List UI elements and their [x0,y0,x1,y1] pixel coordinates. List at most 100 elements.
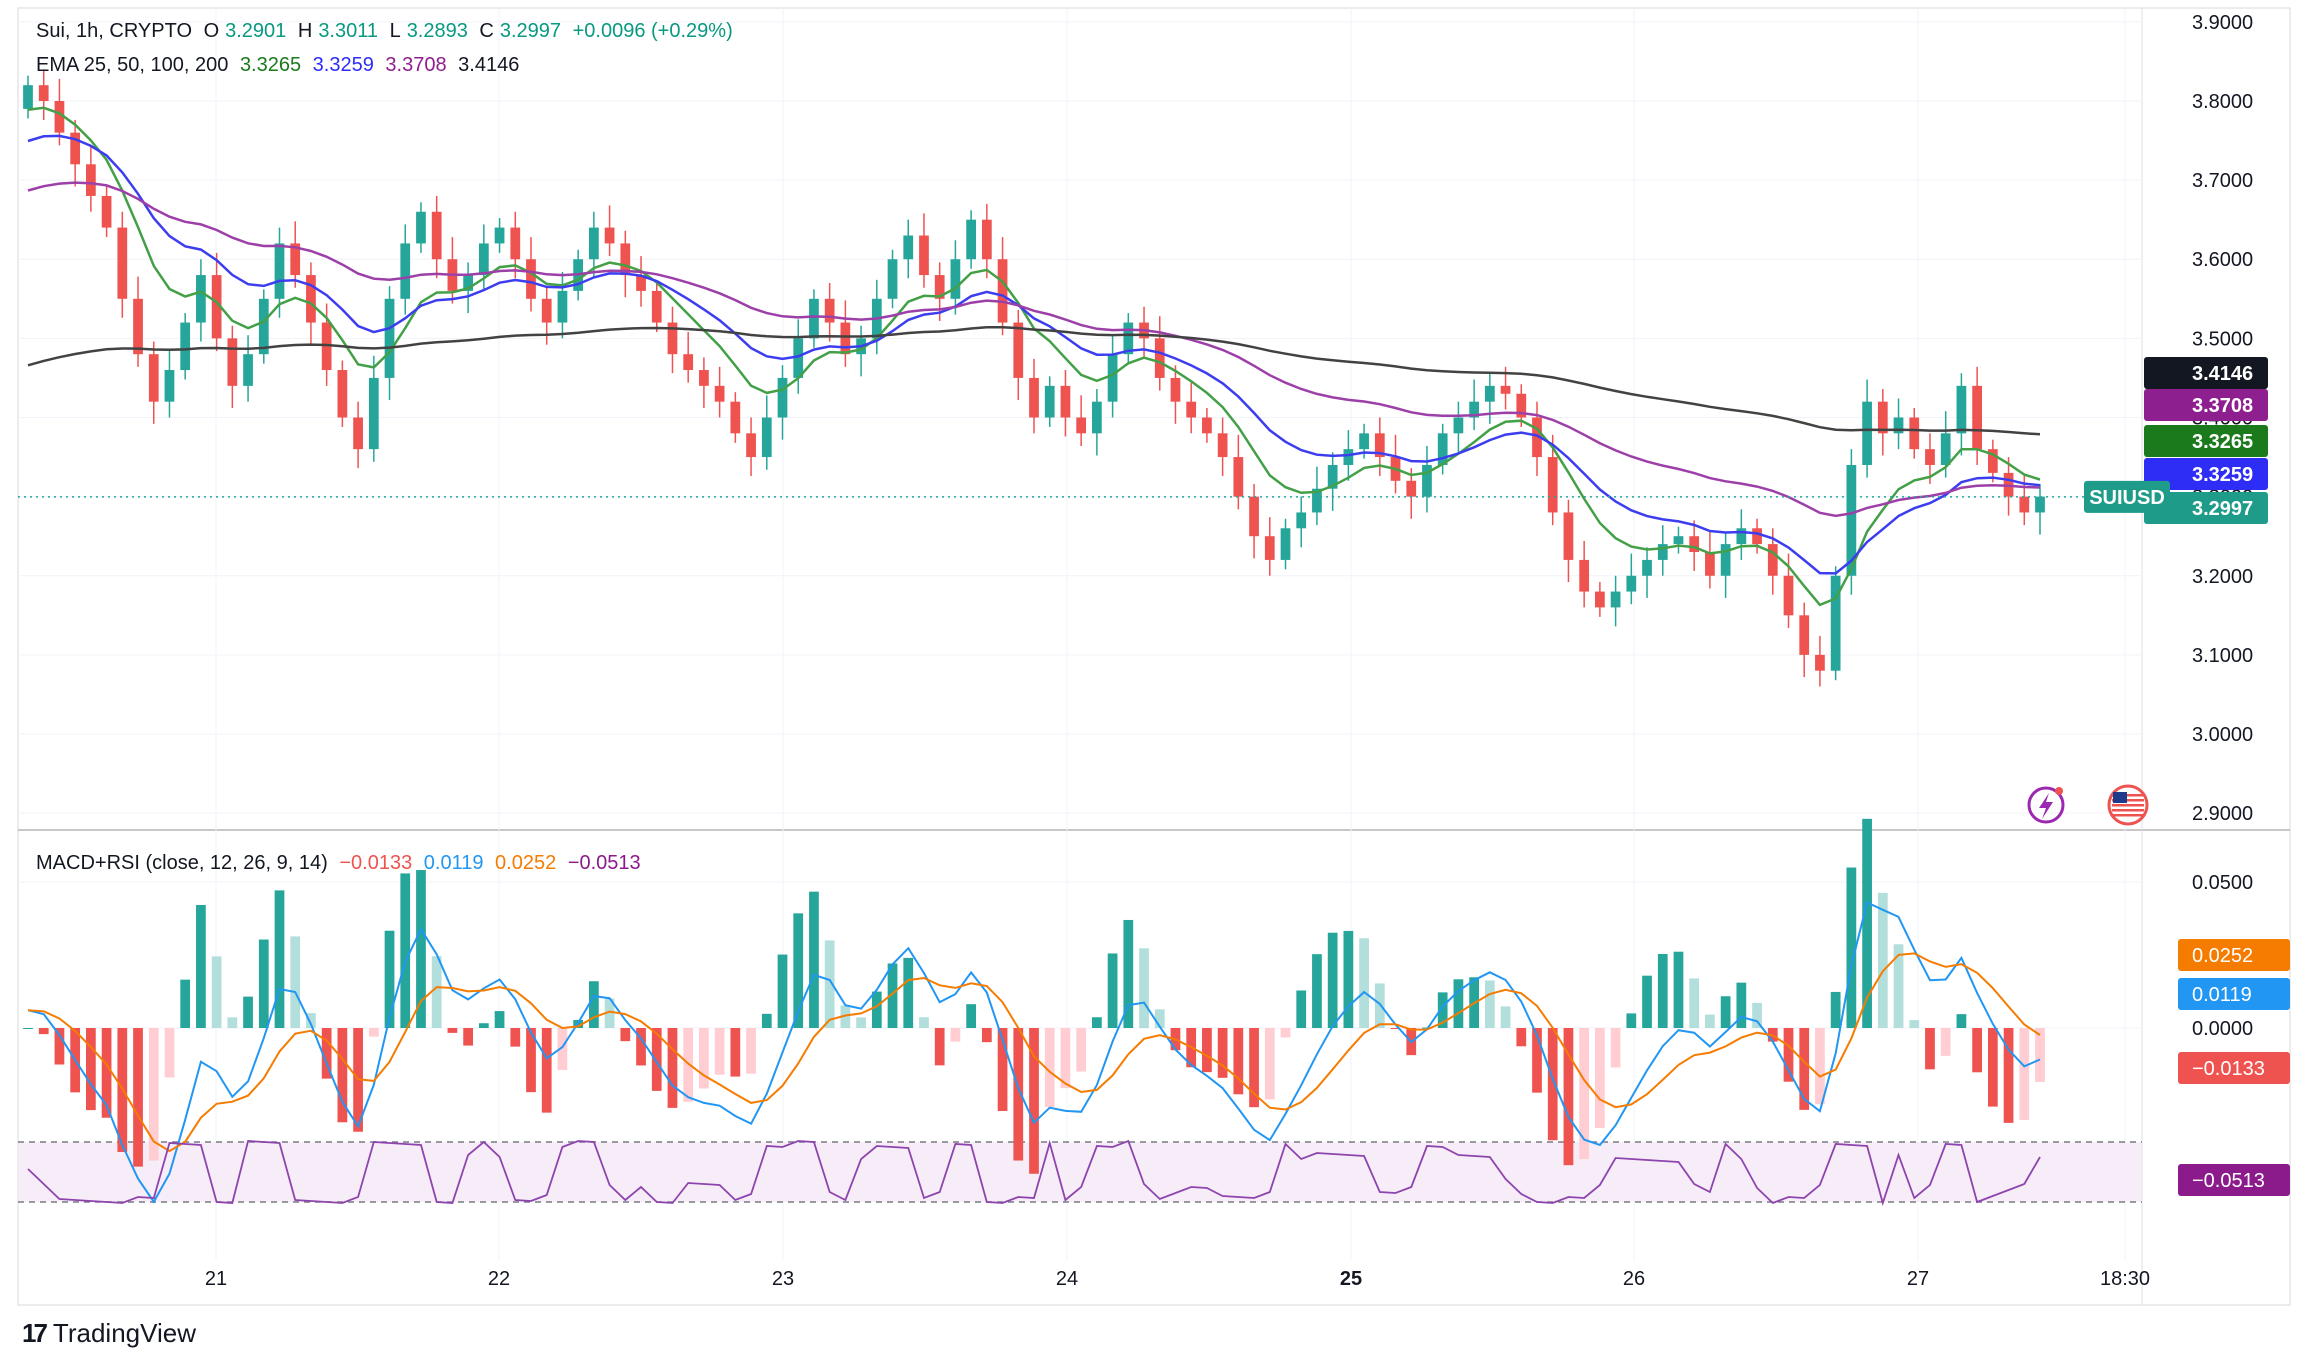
candle-body [70,132,81,165]
candle-body [1484,385,1495,402]
lightning-icon[interactable] [2027,786,2065,824]
candle-body [1264,536,1275,560]
candle-body [368,377,379,450]
candle-body [1830,575,1841,671]
macd-histogram-bar [1013,1028,1024,1161]
candle-body [384,298,395,378]
candle-body [1312,488,1322,513]
candle-body [1595,591,1605,608]
y-tick-label: 3.5000 [2192,328,2253,350]
macd-histogram-bar [1532,1028,1542,1093]
signal-line [27,952,2041,1153]
ema100-value: 3.3708 [385,54,447,76]
candle-body [1280,528,1291,560]
macd-histogram-bar [1249,1028,1259,1108]
macd-histogram-bar [1563,1028,1574,1166]
price-change: +0.0096 (+0.29%) [572,20,733,42]
candle-body [117,227,128,299]
candle-body [746,433,756,458]
candle-body [23,85,33,109]
candle-body [1752,528,1762,545]
ema200-line [27,325,2041,436]
ema-label: EMA 25, 50, 100, 200 [36,54,229,76]
candle-body [1469,401,1479,418]
x-tick-label: 26 [1623,1268,1645,1290]
macd-histogram-bar [180,979,191,1028]
candle-body [227,338,238,386]
candle-body [1374,433,1385,458]
y-tick-label: 3.8000 [2192,91,2253,113]
candle-body [1956,385,1967,434]
ohlc-high: H 3.3011 [298,20,378,42]
candle-body [1422,464,1432,497]
candle-body [1500,385,1511,394]
ohlc-low-key: L [389,20,401,42]
ema50-line [27,134,2041,575]
macd-histogram-bar [227,1017,238,1028]
candle-body [919,235,929,276]
macd-histogram-bar [1972,1028,1982,1073]
macd-histogram-bar [809,891,819,1028]
macd-histogram-bar [1107,953,1118,1028]
candle-body [1846,464,1857,576]
price-label-text: 3.3259 [2192,464,2253,486]
macd-histogram-bar [730,1028,741,1077]
candle-body [306,275,316,323]
macd-histogram-bar [777,954,788,1028]
candle-body [1689,536,1700,553]
macd-histogram-bar [1799,1028,1810,1110]
macd-histogram-bar [1689,978,1700,1028]
price-label-text: 3.3708 [2192,395,2253,417]
macd-histogram-bar [2035,1028,2045,1082]
macd-histogram-bar [871,991,882,1028]
indicator-label-box [2178,939,2290,971]
candle-body [1642,559,1652,576]
candle-body [1249,496,1259,537]
candle-body [1862,401,1872,465]
macd-histogram-bar [636,1028,646,1066]
candle-body [1186,401,1197,418]
macd-histogram-bar [1705,1014,1715,1028]
macd-histogram-bar [306,1013,316,1028]
candle-body [589,227,599,260]
candle-body [1783,575,1794,616]
macd-histogram-bar [1940,1028,1951,1056]
macd-histogram-bar [1815,1028,1825,1105]
candle-body [714,385,725,402]
macd-histogram-bar [856,1017,866,1028]
macd-histogram-bar [604,998,615,1028]
candle-body [699,370,709,386]
candle-body [1516,393,1527,418]
macd-histogram-bar [699,1028,709,1089]
indicator-y-tick-label: 0.0500 [2192,872,2253,894]
macd-histogram-bar [86,1028,96,1111]
candle-body [887,259,898,299]
tradingview-brand[interactable]: 17 TradingView [22,1318,196,1349]
x-tick-label: 21 [205,1268,227,1290]
candle-body [1579,559,1590,592]
indicator-label-box [2178,1164,2290,1196]
candle-body [526,259,536,299]
macd-histogram-bar [1217,1028,1228,1078]
candle-body [1940,433,1951,465]
macd-histogram-bar [997,1028,1008,1111]
macd-histogram-bar [1595,1028,1605,1129]
candle-body [1767,544,1778,576]
candle-body [1925,449,1935,465]
flag-stripe [2112,794,2144,797]
ohlc-low-value: 3.2893 [406,20,468,42]
candle-body [667,322,678,355]
macd-histogram-bar [368,1028,379,1037]
candle-body [86,164,96,196]
candle-body [1736,528,1747,545]
candle-body [1893,417,1904,434]
candle-body [950,259,961,299]
macd-histogram-bar [1956,1014,1967,1028]
macd-histogram-bar [1862,818,1872,1028]
candle-body [211,275,222,339]
candle-body [793,338,804,378]
price-label-box [2144,492,2268,524]
candle-body [1327,464,1338,489]
